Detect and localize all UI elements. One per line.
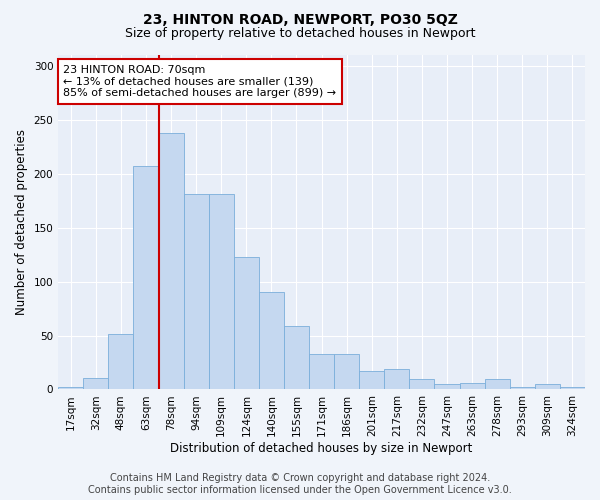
Bar	[58, 388, 83, 390]
X-axis label: Distribution of detached houses by size in Newport: Distribution of detached houses by size …	[170, 442, 473, 455]
Bar	[158, 132, 184, 390]
Bar	[284, 326, 309, 390]
Y-axis label: Number of detached properties: Number of detached properties	[15, 129, 28, 315]
Bar	[560, 388, 585, 390]
Bar	[133, 166, 158, 390]
Text: 23 HINTON ROAD: 70sqm
← 13% of detached houses are smaller (139)
85% of semi-det: 23 HINTON ROAD: 70sqm ← 13% of detached …	[64, 65, 337, 98]
Bar	[209, 194, 234, 390]
Bar	[409, 378, 434, 390]
Bar	[510, 388, 535, 390]
Bar	[485, 378, 510, 390]
Bar	[234, 257, 259, 390]
Bar	[309, 354, 334, 390]
Text: Size of property relative to detached houses in Newport: Size of property relative to detached ho…	[125, 28, 475, 40]
Bar	[184, 194, 209, 390]
Text: Contains HM Land Registry data © Crown copyright and database right 2024.
Contai: Contains HM Land Registry data © Crown c…	[88, 474, 512, 495]
Bar	[259, 292, 284, 390]
Bar	[434, 384, 460, 390]
Bar	[535, 384, 560, 390]
Bar	[385, 369, 409, 390]
Bar	[460, 383, 485, 390]
Bar	[83, 378, 109, 390]
Bar	[109, 334, 133, 390]
Bar	[334, 354, 359, 390]
Text: 23, HINTON ROAD, NEWPORT, PO30 5QZ: 23, HINTON ROAD, NEWPORT, PO30 5QZ	[143, 12, 457, 26]
Bar	[359, 371, 385, 390]
